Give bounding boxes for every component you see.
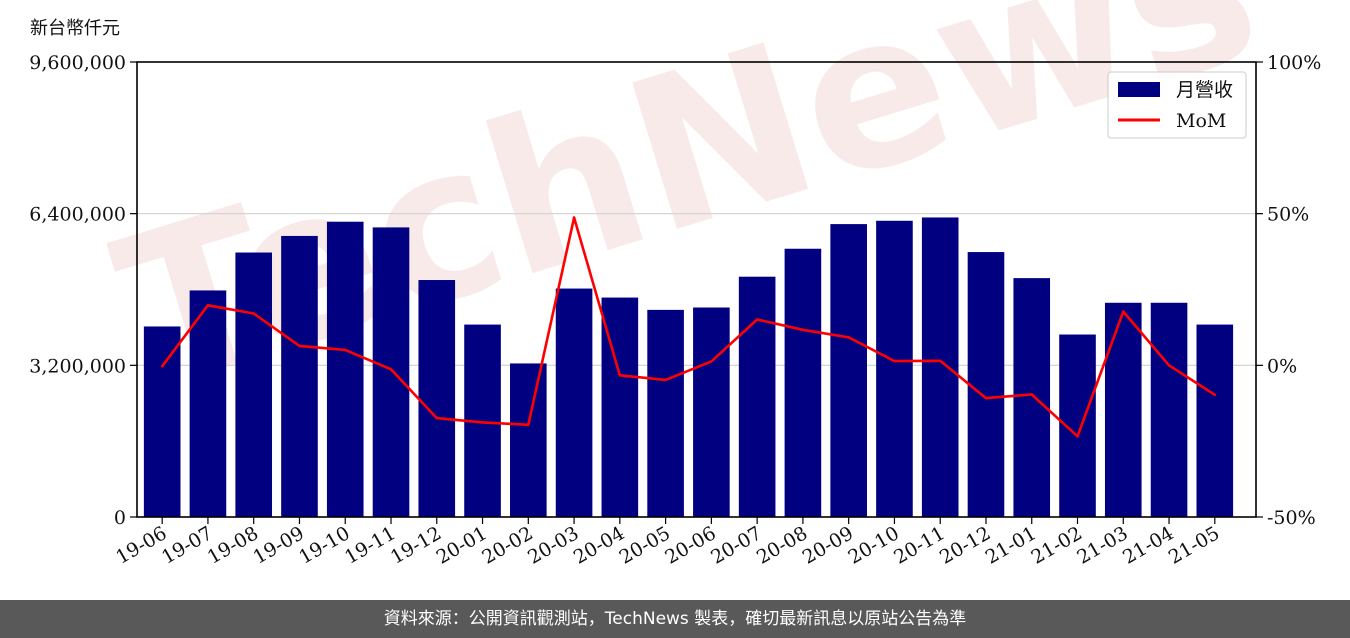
mom-point-20-10	[893, 359, 896, 363]
left-tick-label-1: 3,200,000	[29, 355, 126, 377]
mom-line	[161, 216, 1216, 438]
x-tick-label-19-09: 19-09	[250, 522, 308, 568]
right-tick-label-3: 100%	[1267, 52, 1321, 74]
mom-point-21-05	[1213, 393, 1217, 397]
x-tick-label-21-04: 21-04	[1119, 522, 1177, 568]
mom-point-20-03	[572, 216, 576, 219]
left-tick-label-3: 9,600,000	[29, 52, 126, 74]
bar-20-07	[738, 276, 776, 517]
x-tick-label-19-12: 19-12	[387, 522, 445, 568]
mom-point-21-04	[1167, 364, 1171, 367]
mom-line-series	[160, 216, 1217, 438]
x-tick-label-21-05: 21-05	[1165, 522, 1223, 568]
bar-20-11	[921, 217, 959, 518]
mom-point-20-12	[984, 396, 988, 400]
right-tick-label-1: 0%	[1267, 355, 1297, 377]
x-tick-label-20-11: 20-11	[890, 522, 948, 568]
bar-19-11	[372, 227, 410, 518]
x-tick-label-19-06: 19-06	[112, 522, 170, 568]
plot-frame	[136, 61, 1257, 518]
mom-point-20-06	[710, 360, 713, 363]
x-tick-label-20-08: 20-08	[753, 522, 811, 568]
x-tick-label-20-06: 20-06	[661, 522, 719, 568]
x-tick-label-20-10: 20-10	[844, 522, 902, 568]
legend-label-mom: MoM	[1176, 110, 1226, 132]
x-tick-label-19-07: 19-07	[158, 522, 216, 568]
bar-20-09	[830, 224, 867, 517]
bar-series	[143, 217, 1234, 518]
mom-point-19-08	[252, 312, 256, 315]
right-tick-label-2: 50%	[1267, 204, 1309, 226]
x-tick-label-20-05: 20-05	[616, 522, 674, 568]
mom-point-20-02	[527, 423, 530, 427]
mom-point-19-07	[206, 303, 210, 307]
mom-point-20-08	[801, 328, 805, 332]
source-footer: 資料來源：公開資訊觀測站，TechNews 製表，確切最新訊息以原站公告為準	[0, 600, 1350, 638]
legend-swatch-revenue	[1118, 82, 1160, 97]
bar-21-05	[1196, 324, 1234, 517]
mom-point-21-02	[1076, 435, 1079, 438]
y-axis-unit-label: 新台幣仟元	[30, 18, 120, 39]
bar-21-04	[1150, 302, 1188, 517]
legend: 月營收 MoM	[1107, 71, 1247, 139]
x-tick-label-19-11: 19-11	[341, 522, 399, 568]
mom-point-20-07	[755, 318, 759, 321]
left-tick-label-0: 0	[114, 507, 126, 529]
x-tick-label-19-08: 19-08	[204, 522, 262, 568]
x-tick-label-20-09: 20-09	[799, 522, 857, 568]
x-tick-label-19-10: 19-10	[295, 522, 353, 568]
mom-point-21-03	[1121, 310, 1125, 313]
bar-20-03	[555, 288, 593, 517]
x-tick-label-20-04: 20-04	[570, 522, 628, 568]
bar-21-01	[1013, 278, 1051, 517]
mom-point-19-11	[389, 367, 393, 371]
x-tick-label-20-12: 20-12	[936, 522, 994, 568]
bar-19-10	[326, 221, 364, 518]
bar-21-03	[1104, 302, 1142, 517]
x-tick-label-21-03: 21-03	[1073, 522, 1131, 568]
mom-point-19-06	[160, 364, 164, 368]
bar-19-08	[235, 252, 273, 517]
bar-20-12	[967, 252, 1005, 517]
bar-20-02	[510, 363, 547, 517]
bar-20-10	[876, 220, 913, 517]
mom-point-21-01	[1030, 393, 1034, 396]
mom-point-20-04	[618, 374, 622, 377]
revenue-chart: TechNews 新台幣仟元 0 3,200,000 6,400,000 9,600,…	[29, 0, 1321, 569]
legend-label-revenue: 月營收	[1176, 79, 1233, 101]
mom-point-20-11	[938, 359, 942, 363]
mom-point-19-12	[435, 416, 439, 420]
mom-point-20-01	[481, 421, 484, 424]
bar-20-06	[693, 307, 730, 517]
x-tick-label-20-02: 20-02	[478, 522, 536, 568]
mom-point-20-09	[847, 336, 850, 339]
bar-20-05	[647, 309, 684, 517]
mom-point-20-05	[664, 378, 667, 382]
bar-19-09	[281, 235, 318, 518]
mom-point-19-09	[298, 344, 301, 348]
x-tick-label-21-01: 21-01	[982, 522, 1040, 568]
x-tick-label-20-07: 20-07	[707, 522, 765, 568]
bar-19-07	[189, 290, 227, 517]
bar-20-08	[784, 248, 822, 518]
mom-point-19-10	[343, 348, 347, 352]
x-tick-label-20-01: 20-01	[433, 522, 491, 568]
x-tick-label-21-02: 21-02	[1028, 522, 1086, 568]
chart-canvas: TechNews 新台幣仟元 03,200,0006,400,0009,600,…	[29, 0, 1321, 569]
left-tick-label-2: 6,400,000	[29, 204, 126, 226]
right-tick-label-0: -50%	[1267, 507, 1316, 529]
x-tick-label-20-03: 20-03	[524, 522, 582, 568]
bar-19-06	[143, 326, 181, 517]
bar-19-12	[418, 280, 456, 517]
